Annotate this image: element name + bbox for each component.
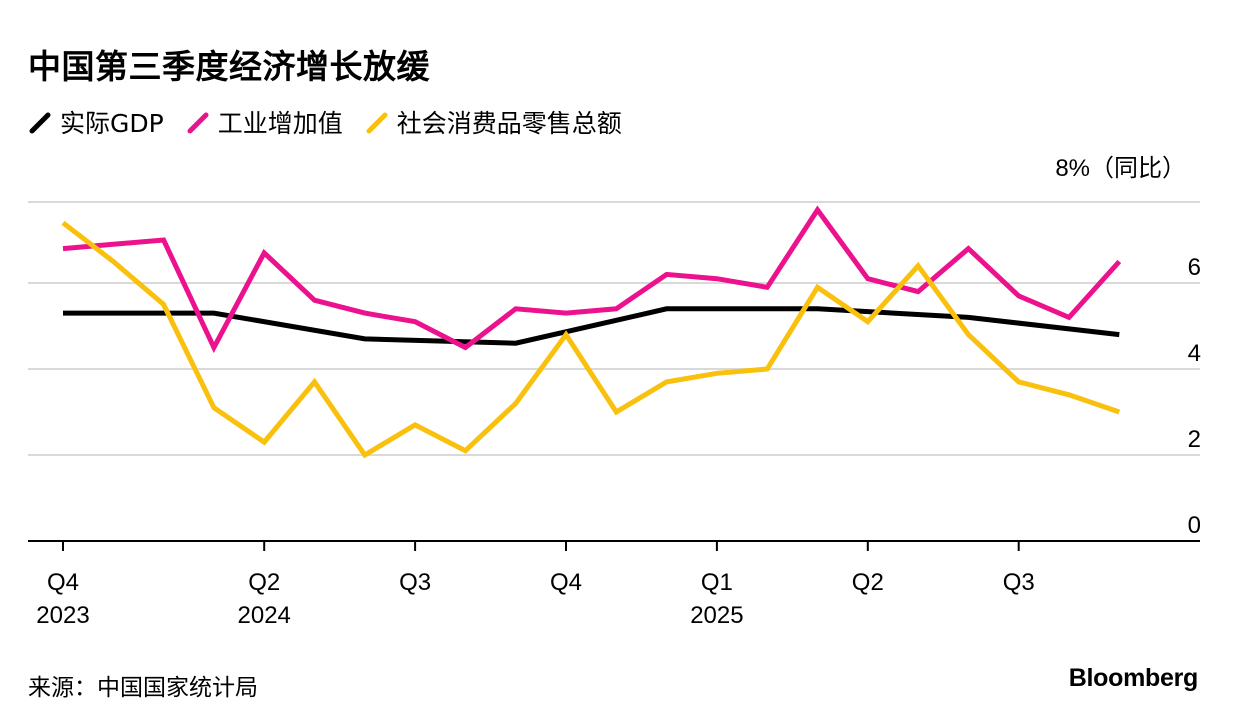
chart-title: 中国第三季度经济增长放缓: [28, 47, 430, 86]
legend: 实际GDP 工业增加值 社会消费品零售总额: [28, 104, 644, 140]
line-chart: 0 2 4 6 8%（同比） Q4 2023 Q2 2024 Q3 Q4 Q1 2025 Q2 Q3: [28, 155, 1201, 629]
x-tick-label-4: Q1: [701, 569, 733, 596]
x-tick-label-1: Q2: [248, 569, 280, 596]
x-tick-label-2: Q3: [399, 569, 431, 596]
y-tick-label-6: 6: [1188, 254, 1201, 281]
x-tick-label-6: Q3: [1003, 569, 1035, 596]
y-axis-unit-label: 8%（同比）: [1055, 155, 1186, 182]
x-tick-label-5: Q2: [852, 569, 884, 596]
legend-label-industrial: 工业增加值: [217, 109, 343, 138]
legend-label-retail: 社会消费品零售总额: [396, 109, 622, 138]
source-note: 来源：中国国家统计局: [28, 675, 258, 701]
legend-swatch-gdp-icon: [29, 112, 51, 134]
legend-swatch-industrial-icon: [187, 112, 209, 134]
x-tick-year-1: 2024: [238, 602, 291, 629]
legend-item-gdp: 实际GDP: [28, 104, 164, 140]
legend-swatch-retail-icon: [366, 112, 388, 134]
bloomberg-logo: Bloomberg: [1068, 664, 1199, 692]
y-tick-label-2: 2: [1188, 426, 1201, 453]
y-tick-label-4: 4: [1188, 340, 1201, 367]
series-line-2: [61, 220, 1121, 459]
x-tick-label-0: Q4: [47, 569, 79, 596]
x-tick-year-4: 2025: [690, 602, 743, 629]
series-line-0: [63, 306, 1120, 346]
legend-item-retail: 社会消费品零售总额: [365, 104, 622, 140]
x-tick-year-0: 2023: [36, 602, 89, 629]
y-tick-label-0: 0: [1188, 512, 1201, 539]
series-line-1: [62, 205, 1122, 354]
legend-item-industrial: 工业增加值: [186, 104, 343, 140]
legend-label-gdp: 实际GDP: [60, 109, 164, 138]
x-tick-label-3: Q4: [550, 569, 582, 596]
